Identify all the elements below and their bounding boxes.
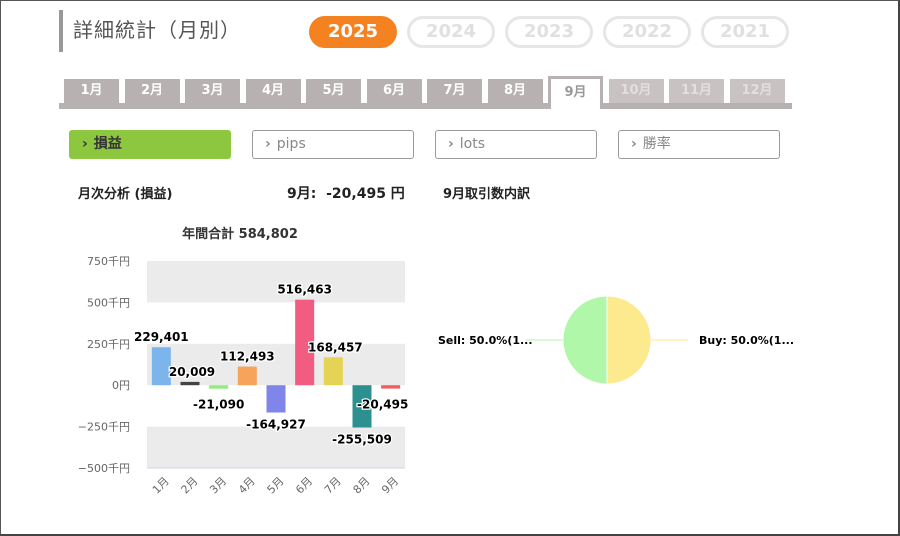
month-tab-12[interactable]: 12月 — [729, 79, 785, 103]
plot-band — [147, 261, 405, 303]
year-button-2025[interactable]: 2025 — [309, 16, 397, 48]
month-tab-7[interactable]: 7月 — [427, 79, 482, 103]
month-tab-11[interactable]: 11月 — [669, 79, 724, 103]
month-tab-9[interactable]: 9月 — [548, 76, 603, 109]
x-tick-label: 9月 — [379, 475, 401, 497]
bar-data-label: -21,090 — [193, 398, 244, 412]
metric-label: 損益 — [93, 136, 122, 152]
y-tick-label: 250千円 — [87, 338, 130, 351]
bar-5月[interactable] — [266, 385, 286, 413]
bar-data-label: 112,493 — [220, 350, 275, 364]
pie-label-buy: Buy: 50.0%(1... — [699, 334, 794, 347]
bar-data-label: 20,009 — [169, 365, 215, 379]
chevron-right-icon: › — [631, 136, 637, 152]
bar-4月[interactable] — [237, 366, 257, 386]
selected-month-label: 9月: — [287, 186, 317, 202]
x-tick-label: 4月 — [236, 475, 258, 497]
bar-9月[interactable] — [381, 385, 401, 389]
year-selector: 2025 2024 2023 2022 2021 — [309, 16, 789, 48]
monthly-analysis-label: 月次分析 (損益) — [78, 187, 173, 202]
metric-label: 勝率 — [642, 136, 671, 152]
y-tick-label: −500千円 — [78, 462, 130, 475]
metric-button-3[interactable]: › 勝率 — [618, 130, 780, 159]
x-tick-label: 5月 — [265, 475, 287, 497]
bar-1月[interactable] — [151, 347, 171, 386]
metric-label: pips — [276, 136, 306, 152]
bar-data-label: 168,457 — [308, 340, 363, 354]
year-button-2024[interactable]: 2024 — [407, 16, 495, 48]
bar-6月[interactable] — [295, 299, 315, 386]
x-tick-label: 1月 — [150, 475, 172, 497]
selected-month-summary: 9月: -20,495 円 — [287, 183, 405, 203]
x-tick-label: 3月 — [207, 475, 229, 497]
bar-3月[interactable] — [209, 385, 229, 389]
month-tabs-baseline — [59, 103, 792, 109]
bar-data-label: 516,463 — [277, 283, 332, 297]
year-button-2021[interactable]: 2021 — [701, 16, 789, 48]
bar-7月[interactable] — [323, 357, 343, 386]
y-tick-label: −250千円 — [78, 421, 130, 434]
y-tick-label: 750千円 — [87, 255, 130, 268]
month-tab-4[interactable]: 4月 — [245, 79, 301, 103]
bar-8月[interactable] — [352, 385, 372, 428]
y-tick-label: 0円 — [112, 379, 130, 392]
month-tab-2[interactable]: 2月 — [124, 79, 180, 103]
chart-title: 年間合計 584,802 — [182, 226, 298, 242]
y-tick-label: 500千円 — [87, 296, 130, 309]
bar-2月[interactable] — [180, 381, 200, 386]
plot-band — [147, 426, 405, 468]
pie-slice-1[interactable] — [606, 295, 652, 385]
metric-button-0[interactable]: › 損益 — [69, 130, 231, 159]
page-title: 詳細統計（月別） — [73, 18, 241, 42]
month-tabs: 1月 2月 3月 4月 5月 6月 7月 8月 9月 10月 11月 12月 — [59, 73, 792, 109]
bar-data-label: -255,509 — [332, 433, 392, 447]
metric-label: lots — [459, 136, 486, 152]
x-tick-label: 6月 — [293, 475, 315, 497]
bar-data-label: -20,495 — [357, 398, 408, 412]
pie-label-sell: Sell: 50.0%(1... — [438, 334, 533, 347]
month-tab-3[interactable]: 3月 — [185, 79, 240, 103]
chevron-right-icon: › — [448, 136, 454, 152]
month-tab-1[interactable]: 1月 — [64, 79, 119, 103]
bar-data-label: -164,927 — [246, 418, 306, 432]
metric-button-1[interactable]: › pips — [252, 130, 414, 159]
x-tick-label: 2月 — [179, 475, 201, 497]
bar-data-label: 229,401 — [134, 330, 189, 344]
month-tab-6[interactable]: 6月 — [366, 79, 422, 103]
month-tab-10[interactable]: 10月 — [608, 79, 664, 103]
page-header: 詳細統計（月別） — [59, 10, 241, 52]
metric-button-2[interactable]: › lots — [435, 130, 597, 159]
plot-band — [147, 343, 405, 386]
x-tick-label: 7月 — [322, 475, 344, 497]
year-button-2023[interactable]: 2023 — [505, 16, 593, 48]
pie-slice-0[interactable] — [562, 295, 608, 385]
trade-breakdown-pie-chart: Sell: 50.0%(1... Buy: 50.0%(1... — [438, 295, 794, 385]
month-tab-5[interactable]: 5月 — [306, 79, 361, 103]
selected-month-value: -20,495 円 — [326, 186, 405, 202]
chevron-right-icon: › — [265, 136, 271, 152]
trade-breakdown-label: 9月取引数内訳 — [443, 187, 531, 202]
year-button-2022[interactable]: 2022 — [603, 16, 691, 48]
month-tab-8[interactable]: 8月 — [487, 79, 543, 103]
chevron-right-icon: › — [82, 136, 88, 152]
monthly-pnl-bar-chart: 年間合計 584,802 750千円 500千円 250千円 0円 −250千円 −500千… — [78, 226, 410, 497]
x-tick-label: 8月 — [351, 475, 373, 497]
